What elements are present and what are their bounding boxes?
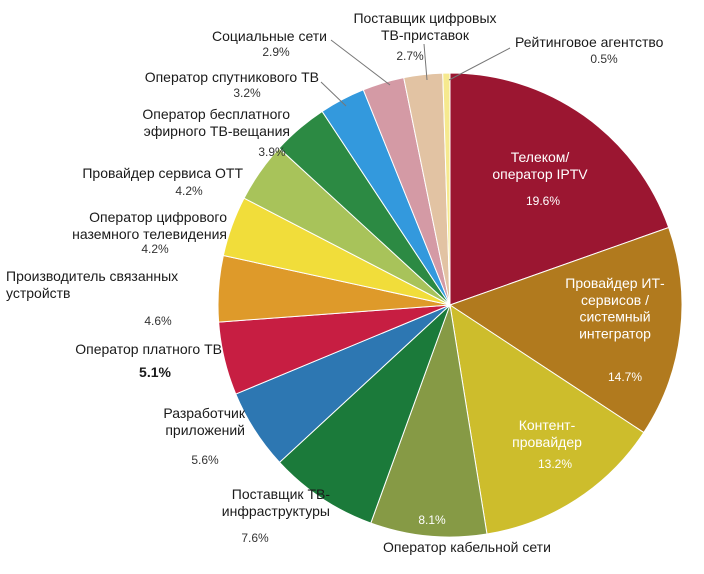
pie-slice-2 xyxy=(449,303,645,535)
leader-line-2 xyxy=(423,43,428,81)
slice-label-social: Социальные сети xyxy=(212,28,327,44)
slice-label-app-dev: Разработчик приложений xyxy=(163,405,246,438)
slice-value-cable: 8.1% xyxy=(418,513,446,527)
pie-slices xyxy=(217,72,683,538)
leader-lines xyxy=(320,39,511,107)
slice-value-paytv: 5.1% xyxy=(139,364,171,380)
slice-value-ott: 4.2% xyxy=(175,184,203,198)
slice-label-satellite: Оператор спутникового ТВ xyxy=(145,69,319,85)
slice-value-fta: 3.9% xyxy=(258,145,286,159)
slice-label-rating: Рейтинговое агентство xyxy=(515,34,664,50)
slice-label-devices: Производитель связанных устройств xyxy=(6,268,178,301)
pie-slice-4 xyxy=(278,304,451,524)
slice-label-dtt: Оператор цифрового наземного телевидения xyxy=(72,209,227,242)
slice-value-devices: 4.6% xyxy=(144,314,172,328)
slice-value-tv-infra: 7.6% xyxy=(241,531,269,545)
slice-label-settop: Поставщик цифровых ТВ-приставок xyxy=(353,10,496,43)
slice-label-ott: Провайдер сервиса ОТТ xyxy=(82,165,243,181)
leader-line-1 xyxy=(330,39,391,86)
leader-line-3 xyxy=(448,47,511,81)
slice-value-dtt: 4.2% xyxy=(141,242,169,256)
slice-value-satellite: 3.2% xyxy=(233,86,261,100)
leader-line-0 xyxy=(320,81,347,107)
slice-label-cable: Оператор кабельной сети xyxy=(383,539,551,555)
pie-slice-0 xyxy=(449,72,670,306)
slice-label-tv-infra: Поставщик ТВ-инфраструктуры xyxy=(222,486,331,519)
slice-label-paytv: Оператор платного ТВ xyxy=(75,341,222,357)
pie-slice-14 xyxy=(442,72,451,306)
slice-label-it-services: Провайдер ИТ-сервисов / системный интеграт… xyxy=(565,275,665,341)
slice-label-fta: Оператор бесплатного эфирного ТВ-вещания xyxy=(142,106,290,139)
slice-value-social: 2.9% xyxy=(262,45,290,59)
pie-slice-1 xyxy=(448,226,683,434)
slice-value-app-dev: 5.6% xyxy=(191,453,219,467)
pie-slice-3 xyxy=(370,303,488,538)
slice-label-content: Контент-провайдер xyxy=(512,417,582,450)
slice-value-settop: 2.7% xyxy=(396,49,424,63)
slice-value-telecom: 19.6% xyxy=(526,194,560,208)
slice-value-content: 13.2% xyxy=(538,457,572,471)
slice-value-it-services: 14.7% xyxy=(608,370,642,384)
slice-label-telecom: Телеком/оператор IPTV xyxy=(492,149,588,182)
slice-value-rating: 0.5% xyxy=(590,52,618,66)
